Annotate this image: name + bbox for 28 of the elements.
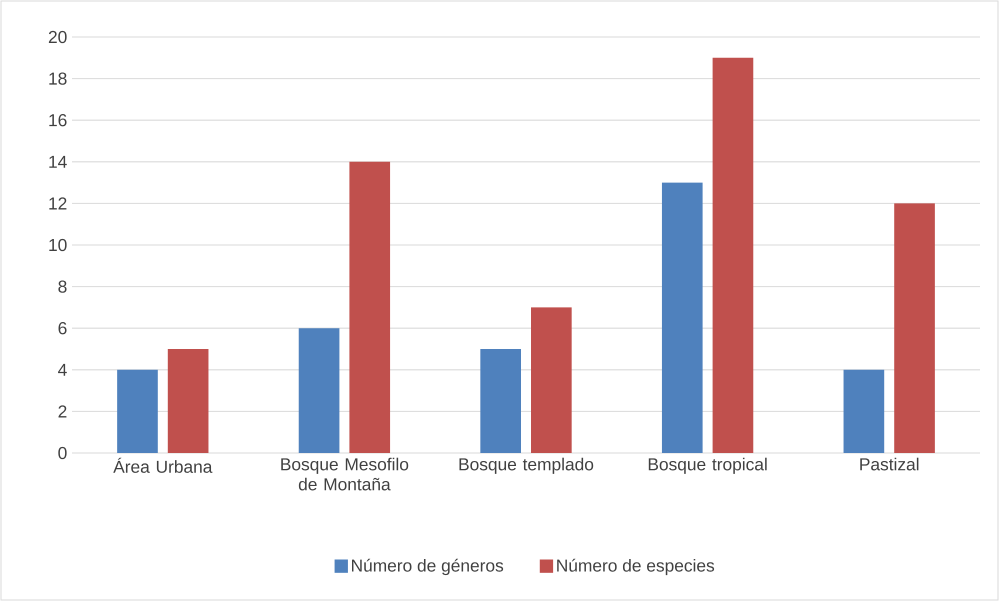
y-tick-label: 20	[48, 30, 67, 44]
bar	[480, 349, 522, 453]
x-tick-label: Bosque tropical	[648, 458, 767, 474]
x-tick-label: Bosque templado	[459, 458, 594, 474]
bar	[531, 307, 572, 453]
bar	[844, 370, 884, 453]
bar	[298, 328, 340, 453]
bar	[349, 162, 390, 453]
bar	[117, 370, 158, 453]
y-tick-label: 6	[58, 322, 67, 334]
y-tick-label: 18	[49, 72, 67, 85]
legend-label: Número de géneros	[352, 558, 504, 576]
y-tick-label: 4	[58, 364, 67, 376]
bar	[168, 349, 208, 453]
y-tick-label: 14	[49, 156, 67, 168]
bar	[712, 58, 754, 453]
bar	[662, 182, 703, 453]
y-tick-label: 12	[49, 197, 66, 210]
y-tick-label: 2	[58, 405, 66, 418]
y-tick-label: 10	[49, 238, 67, 252]
y-tick-label: 0	[58, 446, 67, 460]
bar	[894, 203, 935, 453]
x-tick-label: Área Urbana	[113, 458, 212, 473]
x-tick-label: Bosque Mesofilo de Montaña	[281, 458, 408, 490]
y-tick-label: 16	[49, 114, 67, 126]
y-tick-label: 8	[58, 280, 67, 293]
legend-label: Número de especies	[557, 558, 714, 576]
x-tick-label: Pastizal	[860, 458, 918, 470]
